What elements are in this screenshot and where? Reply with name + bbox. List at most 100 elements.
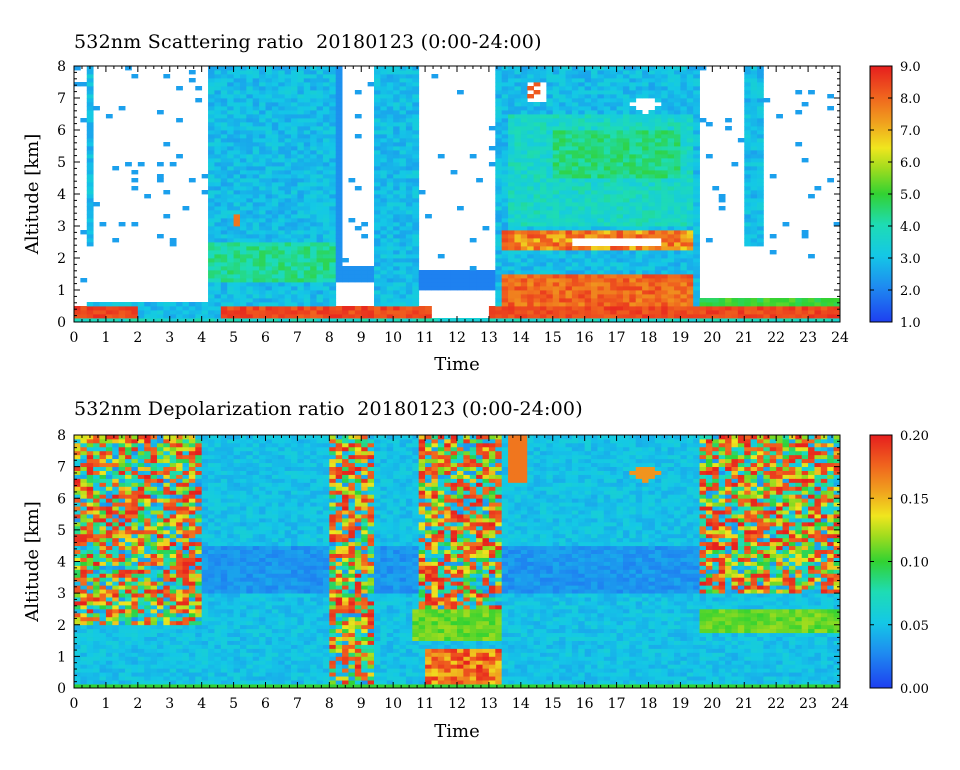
scattering-cell (316, 250, 324, 255)
scattering-cell (227, 218, 234, 223)
scattering-cell (316, 166, 324, 171)
scattering-cell (654, 286, 662, 291)
scattering-cell (680, 190, 688, 195)
scattering-cell (431, 318, 439, 322)
scattering-cell (571, 306, 579, 311)
scattering-cell (635, 298, 643, 303)
scattering-cell (769, 314, 777, 319)
scattering-cell (667, 198, 675, 203)
scattering-cell (693, 154, 700, 159)
scattering-cell (635, 94, 643, 99)
scattering-cell (757, 238, 764, 243)
scattering-cell (827, 306, 835, 311)
scattering-cell (278, 294, 286, 299)
scattering-cell (501, 290, 509, 295)
scattering-cell (329, 202, 337, 207)
scattering-cell (622, 246, 630, 251)
scattering-cell (527, 214, 534, 219)
scattering-cell (488, 286, 496, 291)
scattering-cell (316, 226, 324, 231)
scattering-cell (654, 174, 662, 179)
scattering-cell (412, 90, 420, 95)
scattering-cell (476, 318, 483, 322)
scattering-cell (284, 106, 292, 111)
depolarization-cell (74, 612, 81, 618)
scattering-cell (616, 114, 624, 119)
scattering-cell (654, 266, 662, 271)
scattering-cell (176, 302, 183, 307)
scattering-cell (322, 214, 330, 219)
scattering-cell (514, 210, 522, 215)
scattering-cell (559, 118, 566, 123)
scattering-cell (667, 194, 675, 199)
scattering-cell (405, 230, 413, 235)
depolarization-cell (86, 676, 94, 681)
scattering-cell (495, 206, 503, 211)
scattering-cell (303, 246, 311, 251)
scattering-cell (214, 202, 222, 207)
scattering-cell (239, 70, 247, 75)
scattering-cell (501, 154, 509, 159)
scattering-cell (584, 70, 592, 75)
scattering-cell (527, 138, 534, 143)
scattering-cell (457, 282, 464, 287)
scattering-cell (399, 258, 407, 263)
scattering-cell (514, 202, 522, 207)
depolarization-cell (74, 510, 81, 515)
scattering-cell (265, 150, 273, 155)
scattering-cell (757, 302, 764, 307)
scattering-cell (246, 302, 254, 307)
scattering-cell (750, 206, 758, 211)
scattering-cell (514, 150, 522, 155)
scattering-cell (686, 90, 694, 95)
scattering-cell (291, 226, 298, 231)
scattering-cell (539, 226, 547, 231)
scattering-cell (648, 230, 656, 235)
scattering-cell (591, 166, 598, 171)
scattering-cell (80, 230, 88, 235)
depolarization-cell (86, 593, 94, 598)
scattering-cell (693, 78, 700, 83)
scattering-cell (597, 154, 605, 159)
scattering-cell (737, 302, 745, 307)
scattering-cell (239, 294, 247, 299)
scattering-cell (265, 318, 273, 322)
scattering-cell (437, 254, 445, 259)
scattering-cell (616, 94, 624, 99)
scattering-cell (284, 122, 292, 127)
scattering-cell (603, 170, 611, 175)
scattering-cell (380, 74, 388, 79)
scattering-cell (680, 246, 688, 251)
scattering-cell (635, 70, 643, 75)
scattering-cell (271, 270, 279, 275)
scattering-cell (757, 154, 764, 159)
scattering-cell (565, 310, 573, 315)
scattering-cell (744, 238, 752, 243)
scattering-cell (405, 202, 413, 207)
scattering-cell (239, 122, 247, 127)
scattering-cell (291, 246, 298, 251)
scattering-cell (603, 258, 611, 263)
scattering-cell (667, 74, 675, 79)
scattering-cell (635, 142, 643, 147)
scattering-cell (520, 142, 528, 147)
scattering-cell (374, 94, 381, 99)
depolarization-cell (74, 581, 81, 586)
scattering-cell (527, 118, 534, 123)
scattering-cell (125, 162, 132, 167)
scattering-cell (501, 314, 509, 319)
scattering-cell (310, 222, 317, 227)
scattering-cell (252, 174, 260, 179)
scattering-cell (310, 154, 317, 159)
scattering-cell (661, 86, 669, 91)
scattering-cell (757, 174, 764, 179)
scattering-cell (239, 302, 247, 307)
scattering-cell (252, 182, 260, 187)
scattering-cell (705, 318, 713, 322)
scattering-cell (597, 202, 605, 207)
scattering-cell (571, 258, 579, 263)
scattering-cell (246, 122, 254, 127)
scattering-cell (533, 122, 541, 127)
scattering-cell (329, 198, 337, 203)
scattering-cell (508, 166, 515, 171)
